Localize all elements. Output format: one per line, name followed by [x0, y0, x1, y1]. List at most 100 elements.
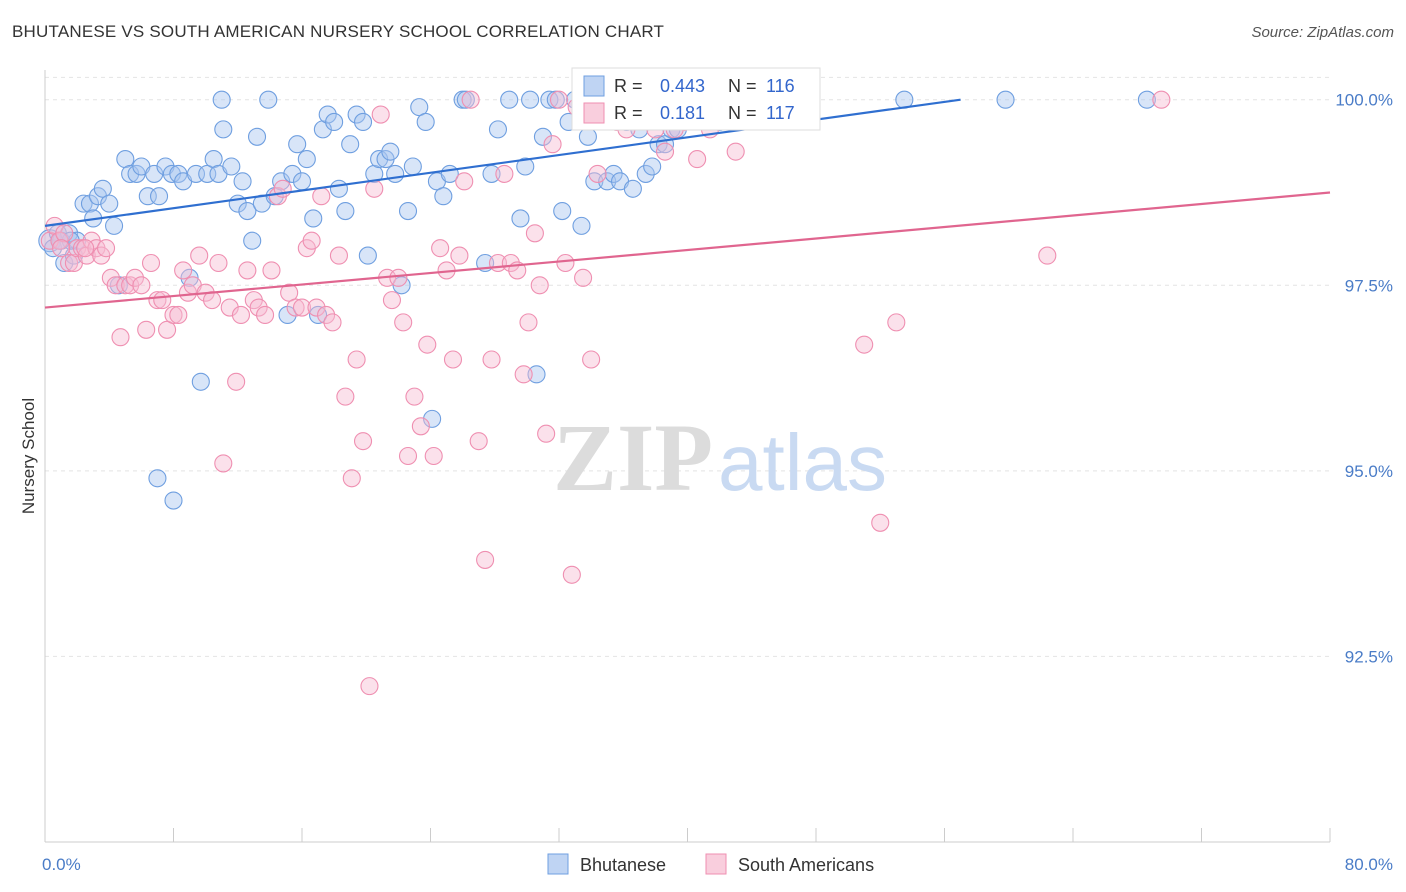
south-americans-point-3 [55, 224, 74, 243]
x-tick-label-1: 80.0% [1345, 855, 1393, 874]
bhutanese-point-53 [318, 105, 337, 124]
bhutanese-point-83 [521, 90, 540, 109]
bhutanese-point-70 [416, 112, 435, 132]
bhutanese-point-81 [511, 209, 530, 228]
south-americans-point-55 [336, 387, 355, 406]
y-axis-title: Nursery School [19, 398, 38, 514]
bhutanese-point-85 [533, 127, 552, 146]
bhutanese-point-60 [358, 246, 377, 265]
south-americans-point-12 [96, 239, 116, 258]
south-americans-point-65 [394, 313, 413, 332]
bhutanese-point-95 [598, 172, 617, 191]
south-americans-point-18 [125, 268, 144, 287]
bhutanese-point-84 [527, 365, 546, 384]
legend: Bhutanese South Americans [547, 853, 874, 875]
bhutanese-point-29 [191, 372, 210, 391]
south-americans-point-114 [1152, 90, 1171, 109]
south-americans-point-51 [312, 187, 331, 206]
south-americans-point-19 [132, 276, 151, 295]
stats-swatch-south-americans [583, 102, 605, 124]
tick-labels: 100.0% 97.5% 95.0% 92.5% 0.0% 80.0% [42, 91, 1393, 874]
bhutanese-point-101 [636, 164, 655, 183]
south-americans-point-61 [371, 105, 390, 124]
bhutanese-point-48 [292, 172, 312, 191]
south-americans-trend-line [44, 191, 1331, 309]
south-americans-point-20 [137, 320, 156, 339]
bhutanese-point-37 [233, 172, 252, 191]
stats-r-label-south-americans: R = [614, 103, 643, 123]
south-americans-point-56 [342, 469, 361, 488]
south-americans-point-40 [249, 298, 268, 317]
south-americans-point-109 [726, 142, 745, 161]
bhutanese-point-102 [643, 157, 662, 176]
south-americans-point-94 [574, 268, 593, 287]
south-americans-point-63 [382, 291, 402, 310]
bhutanese-point-111 [996, 90, 1015, 109]
bhutanese-point-56 [336, 201, 355, 221]
south-americans-point-103 [655, 142, 675, 161]
stats-swatch-bhutanese [583, 75, 605, 97]
south-americans-point-95 [582, 350, 601, 369]
bhutanese-point-49 [297, 150, 316, 169]
south-americans-point-16 [116, 276, 135, 295]
stats-r-value-south-americans: 0.181 [660, 103, 705, 123]
bhutanese-point-17 [121, 164, 140, 183]
south-americans-point-14 [106, 276, 125, 295]
south-americans-point-85 [519, 313, 538, 332]
south-americans-point-22 [148, 291, 167, 310]
south-americans-point-90 [549, 90, 569, 109]
south-americans-point-77 [469, 432, 488, 451]
south-americans-point-60 [365, 179, 384, 198]
watermark-atlas: atlas [718, 418, 887, 507]
south-americans-point-75 [455, 172, 474, 191]
south-americans-point-34 [214, 454, 233, 473]
bhutanese-point-24 [162, 164, 181, 183]
bhutanese-point-86 [540, 90, 559, 109]
bhutanese-point-33 [212, 90, 231, 109]
legend-swatch-bhutanese [547, 853, 569, 875]
south-americans-point-33 [209, 253, 228, 273]
south-americans-point-25 [164, 305, 183, 325]
bhutanese-point-57 [341, 135, 360, 154]
y-tick-label-2: 95.0% [1345, 462, 1393, 481]
south-americans-point-67 [405, 387, 424, 406]
stats-n-value-bhutanese: 116 [766, 76, 795, 96]
stats-legend-frame [571, 67, 821, 131]
south-americans-point-73 [443, 350, 463, 369]
south-americans-point-4 [60, 253, 79, 273]
bhutanese-point-14 [105, 216, 124, 235]
south-americans-point-78 [476, 550, 495, 569]
south-americans-point-30 [190, 246, 209, 265]
bhutanese-point-50 [304, 209, 323, 228]
bhutanese-point-21 [145, 164, 164, 183]
bhutanese-point-35 [222, 157, 241, 176]
south-americans-point-50 [307, 298, 326, 317]
south-americans-point-15 [111, 328, 130, 347]
south-americans-point-42 [262, 261, 281, 280]
south-americans-point-68 [411, 417, 430, 436]
bhutanese-point-67 [398, 201, 418, 221]
bhutanese-point-4 [55, 253, 74, 273]
bhutanese-point-46 [283, 164, 302, 183]
bhutanese-point-22 [149, 187, 169, 206]
legend-label-south-americans: South Americans [738, 855, 874, 875]
south-americans-point-37 [231, 305, 251, 325]
south-americans-point-86 [525, 224, 544, 243]
south-americans-point-58 [353, 432, 373, 451]
bhutanese-point-112 [1137, 90, 1156, 109]
south-americans-point-35 [220, 298, 239, 317]
south-americans-point-96 [588, 164, 607, 183]
south-americans-point-53 [323, 313, 342, 332]
bhutanese-trend-line [44, 98, 961, 227]
south-americans-point-69 [418, 335, 437, 354]
bhutanese-point-65 [386, 164, 405, 183]
x-tick-label-0: 0.0% [42, 855, 81, 874]
south-americans-point-36 [227, 372, 246, 391]
south-americans-point-74 [450, 246, 469, 265]
stats-n-value-south-americans: 117 [766, 103, 795, 123]
south-americans-point-110 [855, 335, 874, 354]
stats-legend: R = 0.443 N = 116 R = 0.181 N = 117 [571, 67, 821, 131]
bhutanese-point-34 [214, 120, 233, 139]
south-americans-point-112 [887, 313, 906, 332]
south-americans-point-26 [169, 305, 188, 325]
